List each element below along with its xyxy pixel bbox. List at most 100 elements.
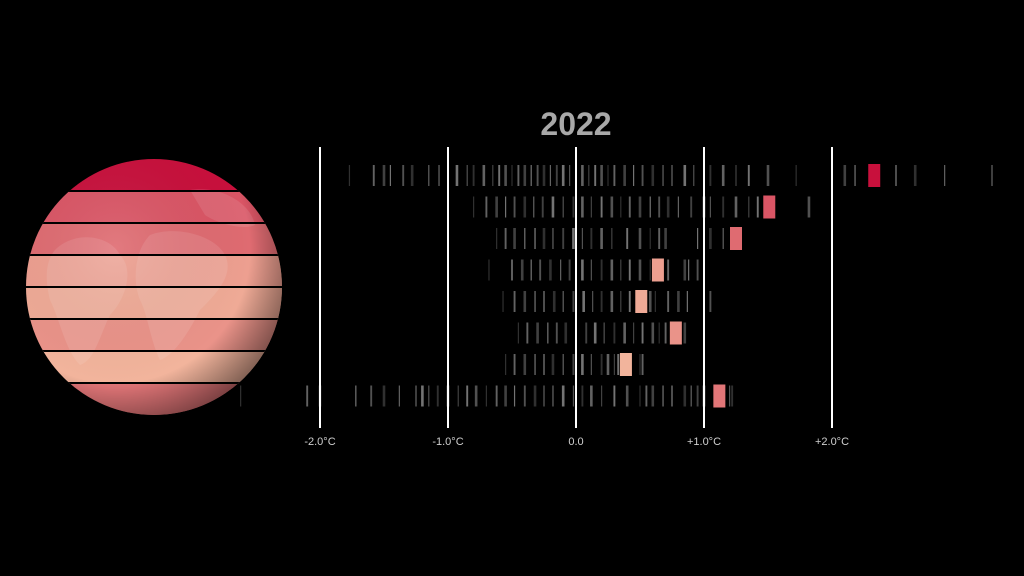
history-mark (651, 165, 655, 186)
history-mark (389, 165, 391, 186)
history-mark (482, 165, 486, 186)
history-mark (485, 196, 488, 218)
history-mark (513, 228, 516, 249)
history-mark (505, 354, 507, 375)
history-mark (651, 322, 655, 344)
history-mark (504, 385, 507, 407)
history-mark (697, 228, 699, 249)
history-mark (594, 165, 597, 186)
history-mark (709, 196, 711, 218)
history-mark (623, 165, 626, 186)
history-mark (502, 291, 504, 312)
history-mark (991, 165, 993, 186)
history-mark (658, 228, 661, 249)
history-mark (601, 385, 603, 407)
history-mark (523, 196, 527, 218)
history-mark (638, 259, 642, 281)
history-mark (895, 165, 897, 186)
current-year-mark (635, 290, 648, 313)
history-mark (488, 259, 490, 281)
history-mark (355, 385, 357, 407)
history-mark (620, 291, 622, 312)
history-mark (466, 385, 469, 407)
history-mark (722, 196, 725, 218)
history-mark (683, 259, 687, 281)
history-mark (552, 385, 554, 407)
history-mark (555, 322, 558, 344)
history-mark (913, 165, 917, 186)
history-mark (562, 354, 564, 375)
current-year-mark (619, 353, 632, 376)
x-tick-label: +2.0°C (815, 436, 849, 448)
history-mark (633, 165, 635, 186)
current-year-mark (669, 321, 682, 345)
history-mark (721, 165, 725, 186)
strip-row (240, 384, 734, 408)
history-mark (696, 259, 699, 281)
history-mark (562, 196, 564, 218)
history-mark (572, 291, 575, 312)
history-mark (513, 196, 516, 218)
history-mark (795, 165, 797, 186)
history-mark (495, 196, 498, 218)
history-mark (495, 385, 498, 407)
history-mark (709, 228, 712, 249)
history-mark (572, 196, 575, 218)
history-mark (664, 322, 667, 344)
history-mark (613, 354, 615, 375)
history-mark (382, 165, 386, 186)
history-mark (600, 228, 603, 249)
strip-row (348, 164, 993, 187)
history-mark (625, 385, 629, 407)
history-mark (590, 196, 592, 218)
history-mark (667, 291, 670, 312)
history-mark (686, 291, 688, 312)
history-mark (541, 196, 544, 218)
history-mark (534, 354, 536, 375)
history-mark (524, 228, 526, 249)
history-mark (683, 322, 687, 344)
temperature-strips (240, 164, 993, 408)
history-mark (530, 165, 532, 186)
history-mark (534, 291, 536, 312)
history-mark (731, 385, 734, 407)
history-mark (504, 165, 507, 186)
history-mark (498, 165, 501, 186)
zero-gridlines (319, 147, 833, 428)
history-mark (428, 165, 430, 186)
x-tick-label: -1.0°C (432, 436, 463, 448)
history-mark (683, 385, 687, 407)
history-mark (645, 385, 648, 407)
history-mark (526, 322, 529, 344)
history-mark (662, 385, 664, 407)
history-mark (543, 354, 545, 375)
year-title: 2022 (540, 106, 612, 142)
history-mark (607, 165, 609, 186)
history-mark (551, 196, 555, 218)
history-mark (641, 322, 644, 344)
history-mark (649, 196, 651, 218)
history-mark (547, 322, 549, 344)
history-mark (620, 259, 622, 281)
history-mark (807, 196, 811, 218)
history-mark (590, 259, 592, 281)
history-mark (613, 322, 616, 344)
history-mark (854, 165, 856, 186)
history-mark (517, 322, 519, 344)
history-mark (638, 228, 642, 249)
history-mark (428, 385, 430, 407)
history-mark (552, 228, 554, 249)
history-mark (722, 228, 724, 249)
strip-row (517, 321, 687, 345)
history-mark (843, 165, 847, 186)
history-mark (513, 354, 516, 375)
history-mark (585, 322, 588, 344)
history-mark (581, 228, 583, 249)
history-mark (562, 291, 564, 312)
history-mark (648, 291, 652, 312)
history-mark (593, 322, 597, 344)
history-mark (240, 385, 242, 407)
history-mark (677, 291, 680, 312)
history-mark (709, 291, 712, 312)
history-mark (473, 196, 475, 218)
